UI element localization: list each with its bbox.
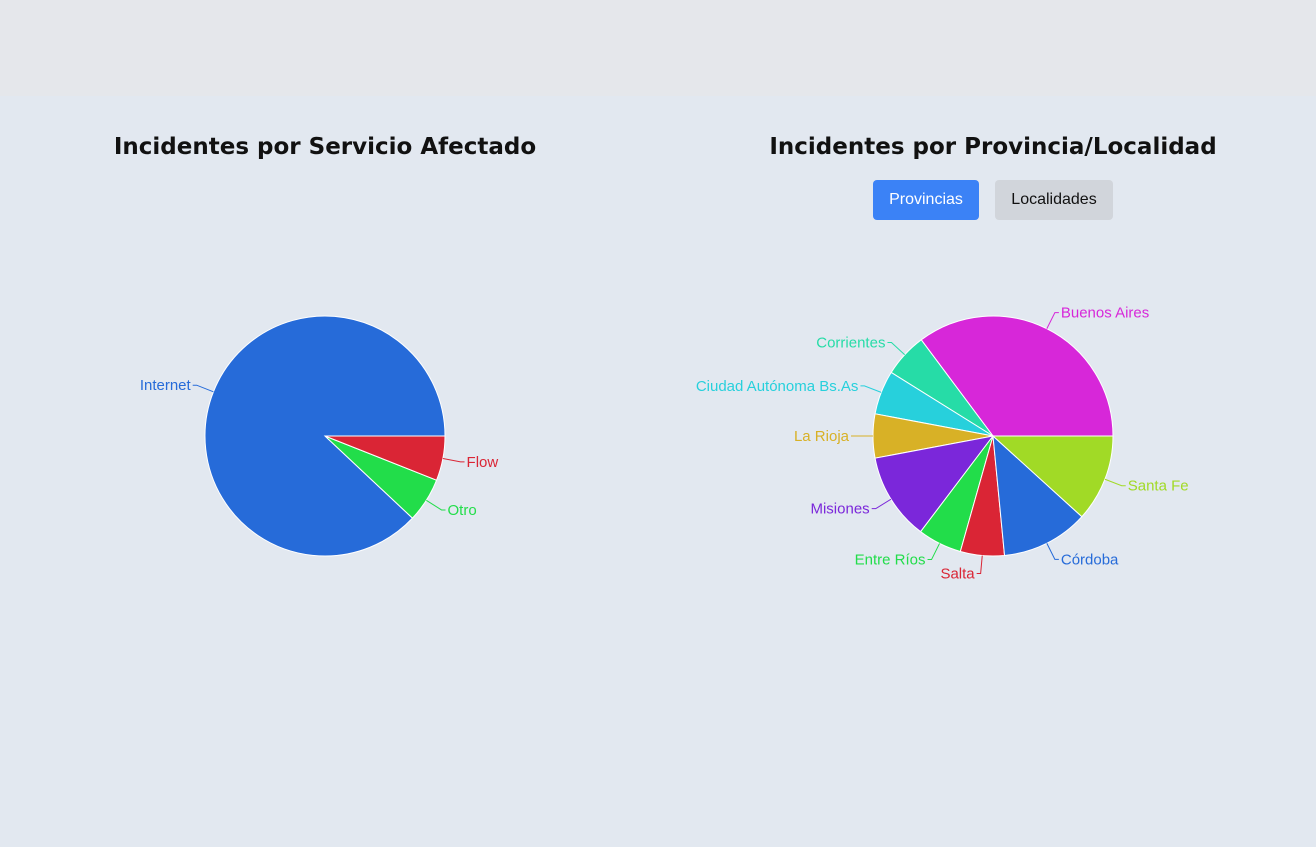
chart-title-servicio: Incidentes por Servicio Afectado (113, 134, 537, 160)
pie-slice-internet[interactable] (204, 315, 446, 557)
localidades-toggle-button[interactable]: Localidades (995, 180, 1113, 220)
slice-label-salta: Salta (940, 565, 975, 582)
pie-chart-servicio: Internet Otro Flow (140, 315, 499, 557)
slice-label-entre-rios: Entre Ríos (855, 552, 926, 569)
chart-title-provincia: Incidentes por Provincia/Localidad (769, 134, 1217, 160)
slice-label-ciudad-autonoma-bs-as: Ciudad Autónoma Bs.As (696, 378, 859, 395)
slice-label-cordoba: Córdoba (1061, 551, 1119, 568)
label-leader-buenos-aires (1046, 312, 1059, 329)
label-leader-misiones (871, 498, 892, 510)
label-leader-internet (192, 384, 214, 393)
slice-label-santa-fe: Santa Fe (1128, 478, 1189, 495)
slice-label-misiones: Misiones (810, 501, 869, 518)
slice-label-flow: Flow (467, 454, 499, 471)
label-leader-corrientes (887, 342, 906, 356)
label-leader-flow (442, 457, 465, 463)
slice-label-corrientes: Corrientes (816, 335, 885, 352)
label-leader-santa-fe (1104, 478, 1126, 487)
slice-label-otro: Otro (448, 502, 477, 519)
label-leader-entre-rios (927, 543, 941, 561)
label-leader-salta (976, 555, 983, 574)
label-leader-otro (426, 499, 446, 511)
pie-slice-flow[interactable] (324, 435, 446, 481)
slice-label-buenos-aires: Buenos Aires (1061, 305, 1149, 322)
slice-label-la-rioja: La Rioja (794, 428, 850, 445)
provincias-toggle-button[interactable]: Provincias (873, 180, 979, 220)
label-leader-ciudad-autonoma-bs-as (860, 385, 882, 393)
label-leader-cordoba (1046, 543, 1059, 560)
slice-label-internet: Internet (140, 377, 192, 394)
